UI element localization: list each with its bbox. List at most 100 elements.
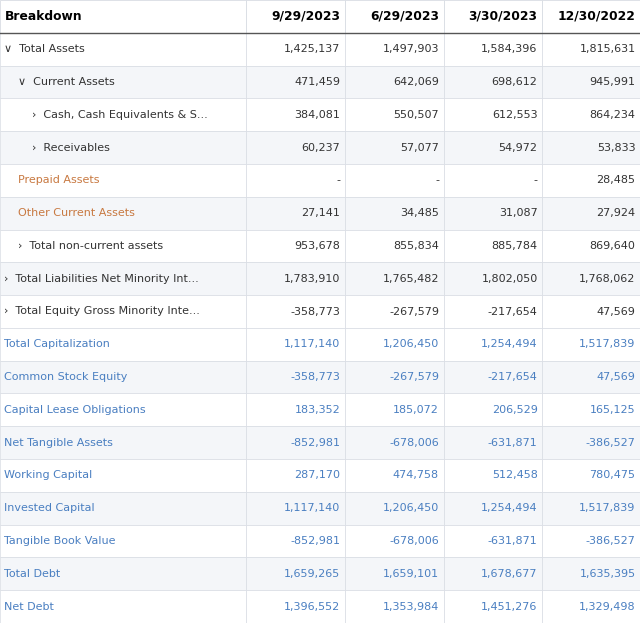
Text: 1,584,396: 1,584,396	[481, 44, 538, 54]
Bar	[246, 459, 345, 492]
Text: 183,352: 183,352	[295, 405, 340, 415]
Bar	[542, 590, 640, 623]
Bar	[246, 328, 345, 361]
Text: 1,425,137: 1,425,137	[284, 44, 340, 54]
Bar	[444, 590, 542, 623]
Bar	[542, 33, 640, 65]
Bar	[246, 197, 345, 229]
Text: 1,497,903: 1,497,903	[383, 44, 439, 54]
Text: -678,006: -678,006	[389, 438, 439, 448]
Bar	[444, 394, 542, 426]
Bar	[542, 492, 640, 525]
Text: -358,773: -358,773	[291, 372, 340, 382]
Text: 1,635,395: 1,635,395	[579, 569, 636, 579]
Bar	[444, 492, 542, 525]
Bar	[444, 197, 542, 229]
Bar	[0, 558, 246, 590]
Bar	[542, 459, 640, 492]
Text: 1,783,910: 1,783,910	[284, 273, 340, 283]
Bar	[246, 229, 345, 262]
Bar	[345, 459, 444, 492]
Text: 1,815,631: 1,815,631	[579, 44, 636, 54]
Text: 287,170: 287,170	[294, 470, 340, 480]
Bar	[0, 361, 246, 394]
Text: 54,972: 54,972	[499, 143, 538, 153]
Bar	[444, 295, 542, 328]
Bar	[444, 426, 542, 459]
Text: 1,517,839: 1,517,839	[579, 340, 636, 350]
Text: 206,529: 206,529	[492, 405, 538, 415]
Bar	[542, 361, 640, 394]
Text: 28,485: 28,485	[596, 175, 636, 185]
Text: -631,871: -631,871	[488, 438, 538, 448]
Text: 864,234: 864,234	[589, 110, 636, 120]
Bar	[542, 328, 640, 361]
Text: 780,475: 780,475	[589, 470, 636, 480]
Bar	[542, 65, 640, 98]
Bar	[444, 459, 542, 492]
Text: 855,834: 855,834	[393, 241, 439, 251]
Bar	[345, 262, 444, 295]
Text: ›  Cash, Cash Equivalents & S...: › Cash, Cash Equivalents & S...	[4, 110, 208, 120]
Text: ∨  Total Assets: ∨ Total Assets	[4, 44, 85, 54]
Text: 1,206,450: 1,206,450	[383, 503, 439, 513]
Text: Total Capitalization: Total Capitalization	[4, 340, 110, 350]
Bar	[444, 0, 542, 33]
Bar	[246, 426, 345, 459]
Bar	[444, 525, 542, 558]
Bar	[0, 65, 246, 98]
Bar	[444, 229, 542, 262]
Bar	[0, 0, 246, 33]
Text: 945,991: 945,991	[589, 77, 636, 87]
Text: Tangible Book Value: Tangible Book Value	[4, 536, 116, 546]
Bar	[345, 229, 444, 262]
Bar	[0, 590, 246, 623]
Bar	[246, 492, 345, 525]
Bar	[345, 558, 444, 590]
Text: 1,451,276: 1,451,276	[481, 602, 538, 612]
Bar	[345, 197, 444, 229]
Bar	[345, 164, 444, 197]
Bar	[542, 197, 640, 229]
Bar	[0, 328, 246, 361]
Text: 34,485: 34,485	[400, 208, 439, 218]
Bar	[444, 262, 542, 295]
Bar	[246, 525, 345, 558]
Text: 12/30/2022: 12/30/2022	[557, 10, 636, 23]
Text: 60,237: 60,237	[301, 143, 340, 153]
Bar	[246, 394, 345, 426]
Text: -386,527: -386,527	[586, 438, 636, 448]
Bar	[444, 361, 542, 394]
Text: Working Capital: Working Capital	[4, 470, 93, 480]
Bar	[345, 131, 444, 164]
Text: -267,579: -267,579	[389, 307, 439, 316]
Text: -386,527: -386,527	[586, 536, 636, 546]
Text: -: -	[435, 175, 439, 185]
Bar	[246, 164, 345, 197]
Text: 1,659,265: 1,659,265	[284, 569, 340, 579]
Bar	[246, 295, 345, 328]
Bar	[345, 33, 444, 65]
Bar	[345, 394, 444, 426]
Bar	[542, 131, 640, 164]
Text: 550,507: 550,507	[394, 110, 439, 120]
Text: Invested Capital: Invested Capital	[4, 503, 95, 513]
Text: 1,329,498: 1,329,498	[579, 602, 636, 612]
Text: ›  Total Equity Gross Minority Inte...: › Total Equity Gross Minority Inte...	[4, 307, 200, 316]
Text: 471,459: 471,459	[294, 77, 340, 87]
Text: 47,569: 47,569	[596, 372, 636, 382]
Text: 1,517,839: 1,517,839	[579, 503, 636, 513]
Bar	[345, 295, 444, 328]
Text: 1,768,062: 1,768,062	[579, 273, 636, 283]
Bar	[0, 197, 246, 229]
Text: 384,081: 384,081	[294, 110, 340, 120]
Text: 1,254,494: 1,254,494	[481, 340, 538, 350]
Text: -217,654: -217,654	[488, 307, 538, 316]
Bar	[444, 328, 542, 361]
Text: 47,569: 47,569	[596, 307, 636, 316]
Bar	[0, 295, 246, 328]
Text: Total Debt: Total Debt	[4, 569, 61, 579]
Text: -267,579: -267,579	[389, 372, 439, 382]
Text: 885,784: 885,784	[492, 241, 538, 251]
Bar	[345, 492, 444, 525]
